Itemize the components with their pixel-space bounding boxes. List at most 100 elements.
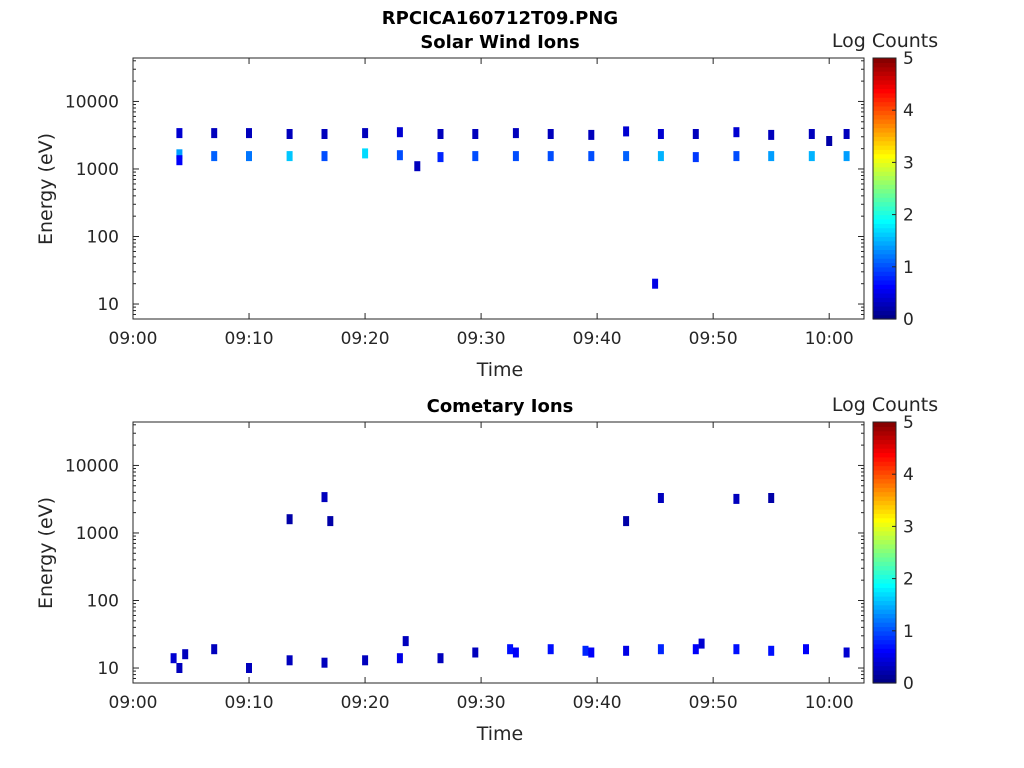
x-tick-label: 10:00 (805, 693, 854, 713)
colorbar-segment (873, 461, 896, 467)
colorbar-segment (873, 548, 896, 554)
data-cell (692, 644, 699, 655)
colorbar-segment (873, 495, 896, 501)
x-tick-label: 09:40 (573, 693, 622, 713)
data-cell (733, 493, 740, 504)
colorbar-segment (873, 227, 896, 233)
colorbar-segment (873, 556, 896, 562)
colorbar-segment (873, 301, 896, 307)
colorbar-tick-label: 3 (903, 153, 914, 173)
data-cell (692, 152, 699, 163)
colorbar-segment (873, 517, 896, 523)
data-cell (472, 151, 479, 162)
colorbar-segment (873, 669, 896, 675)
colorbar-tick-label: 3 (903, 517, 914, 537)
colorbar-segment (873, 149, 896, 155)
data-cell (321, 492, 328, 503)
colorbar-segment (873, 565, 896, 571)
colorbar-segment (873, 474, 896, 480)
colorbar-segment (873, 266, 896, 272)
data-cell (657, 644, 664, 655)
colorbar-tick-label: 4 (903, 465, 914, 485)
colorbar-tick-label: 2 (903, 570, 914, 590)
data-cell (657, 151, 664, 162)
colorbar-segment (873, 262, 896, 268)
colorbar-segment (873, 522, 896, 527)
data-cell (768, 129, 775, 140)
colorbar-segment (873, 465, 896, 471)
colorbar-segment (873, 530, 896, 536)
data-cell (768, 151, 775, 162)
y-axis-label-solar-wind: Energy (eV) (35, 133, 57, 245)
colorbar-segment (873, 253, 896, 259)
colorbar-segment (873, 105, 896, 111)
data-cell (286, 655, 293, 666)
colorbar-segment (873, 284, 896, 290)
y-tick-label: 100 (87, 227, 119, 247)
colorbar-segment (873, 635, 896, 641)
colorbar-segment (873, 674, 896, 680)
colorbar-segment (873, 426, 896, 432)
data-cell (211, 128, 218, 139)
colorbar-segment (873, 500, 896, 506)
x-tick-label: 09:20 (341, 693, 390, 713)
data-cell (414, 161, 421, 172)
colorbar-segment (873, 643, 896, 649)
colorbar-segment (873, 184, 896, 190)
data-cell (768, 493, 775, 503)
colorbar-segment (873, 110, 896, 116)
colorbar-segment (873, 118, 896, 124)
colorbar-segment (873, 58, 896, 63)
data-cell (176, 149, 183, 160)
colorbar-segment (873, 422, 896, 427)
data-cell (437, 653, 444, 664)
colorbar-segment (873, 140, 896, 146)
data-cell (733, 127, 740, 138)
data-cell (843, 129, 850, 139)
data-cell (803, 644, 809, 655)
colorbar-segment (873, 175, 896, 181)
solar-wind-ions-panel: Solar Wind Ions Log Counts Time Energy (… (35, 30, 938, 381)
plot-area (132, 421, 865, 684)
data-cell (321, 129, 328, 139)
colorbar-tick-label: 1 (903, 258, 914, 278)
data-cell (246, 663, 252, 673)
colorbar-segment (873, 591, 896, 597)
colorbar-segment (873, 240, 896, 246)
colorbar-segment (873, 561, 896, 567)
data-cell (286, 514, 293, 525)
colorbar-segment (873, 587, 896, 593)
data-cell (547, 151, 554, 162)
data-cell (657, 493, 664, 503)
colorbar-segment (873, 275, 896, 281)
data-cell (588, 129, 595, 140)
colorbar-segment (873, 97, 896, 103)
colorbar-segment (873, 543, 896, 549)
data-cell (321, 657, 328, 668)
colorbar-segment (873, 491, 896, 497)
y-tick-label: 100 (87, 591, 119, 611)
panel-title-cometary: Cometary Ions (427, 396, 574, 417)
colorbar-frame (872, 57, 897, 320)
colorbar-segment (873, 552, 896, 558)
colorbar-segment (873, 66, 896, 72)
data-cell (246, 128, 252, 139)
data-cell (588, 647, 595, 658)
x-tick-label: 09:40 (573, 329, 622, 349)
x-tick-label: 09:50 (689, 693, 738, 713)
colorbar-segment (873, 62, 896, 68)
y-tick-label: 1000 (76, 160, 119, 180)
colorbar-segment (873, 487, 896, 493)
data-cell (547, 129, 554, 139)
colorbar-segment (873, 205, 896, 211)
colorbar-segment (873, 656, 896, 662)
x-axis-label-cometary: Time (476, 723, 524, 745)
data-cell (396, 150, 403, 161)
data-cell (507, 644, 514, 655)
colorbar-segment (873, 310, 896, 316)
data-cell (437, 152, 444, 163)
y-tick-label: 10000 (65, 92, 119, 112)
colorbar-segment (873, 613, 896, 619)
colorbar-segment (873, 435, 896, 440)
